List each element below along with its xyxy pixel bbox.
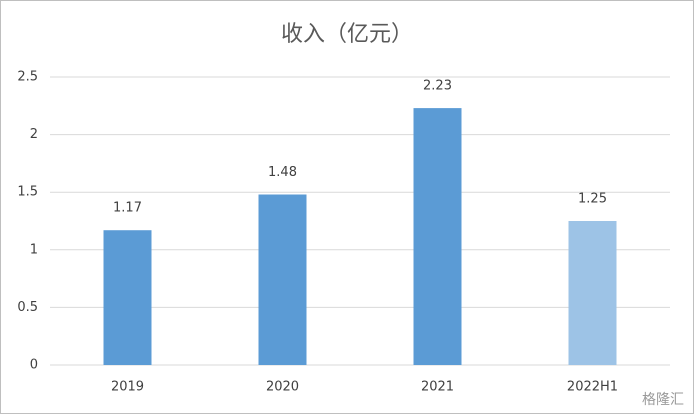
value-label: 1.48 — [268, 165, 297, 180]
value-label: 1.17 — [113, 201, 142, 216]
bar — [258, 194, 307, 365]
y-tick-label: 0 — [30, 358, 38, 373]
y-tick-label: 2.5 — [17, 70, 38, 85]
value-label: 1.25 — [578, 192, 607, 207]
watermark: 格隆汇 — [642, 392, 684, 408]
y-tick-label: 1 — [30, 242, 38, 257]
bar — [413, 108, 462, 365]
y-tick-label: 0.5 — [17, 300, 38, 315]
x-tick-label: 2020 — [266, 380, 299, 395]
bar — [568, 221, 617, 365]
x-tick-label: 2019 — [111, 380, 144, 395]
x-tick-label: 2022H1 — [567, 380, 618, 395]
chart-title: 收入（亿元） — [281, 22, 413, 47]
value-label: 2.23 — [423, 79, 452, 94]
y-tick-label: 1.5 — [17, 185, 38, 200]
y-tick-label: 2 — [30, 127, 38, 142]
bar — [103, 230, 152, 365]
x-tick-label: 2021 — [421, 380, 454, 395]
